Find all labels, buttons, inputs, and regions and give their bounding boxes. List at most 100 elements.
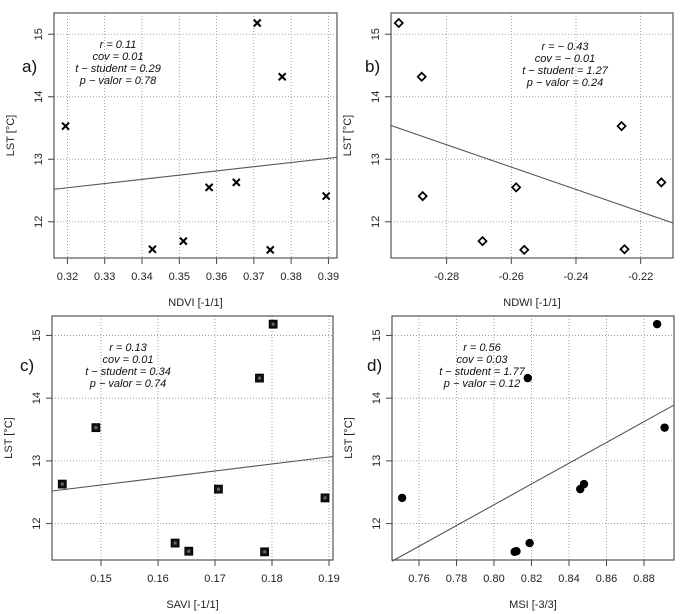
data-point-square-inner [187,549,191,553]
data-point-square-inner [173,541,177,545]
x-tick-label: 0.17 [204,573,225,585]
regression-line [51,455,334,492]
data-point-diamond-icon [416,71,427,82]
y-tick-label: 12 [371,517,383,529]
x-axis-label: NDWI [-1/1] [503,297,560,309]
x-tick-label: 0.19 [318,573,339,585]
x-tick-label: 0.16 [147,573,168,585]
data-point-diamond-icon [656,177,667,188]
stats-annotation: t − student = 0.29 [75,63,161,75]
data-point-square-inner [60,482,64,486]
y-tick-label: 15 [371,329,383,341]
x-tick-label: -0.24 [563,271,588,283]
stats-annotation: p − valor = 0.78 [79,75,157,87]
stats-annotation: cov = 0.03 [456,354,508,366]
data-point-x-icon [179,236,188,246]
x-tick-label: 0.76 [408,573,429,585]
regression-line [53,156,338,190]
y-tick-label: 13 [31,455,43,467]
plot-frame [51,315,334,561]
data-point-diamond-icon [619,244,630,255]
y-axis-label: LST [°C] [343,417,355,459]
y-tick-label: 12 [31,517,43,529]
x-tick-label: -0.22 [628,271,653,283]
stats-annotation: t − student = 1.27 [522,65,609,77]
y-tick-label: 14 [31,392,43,404]
x-tick-label: 0.35 [169,271,190,283]
y-axis-label: LST [°C] [342,115,354,157]
data-point-x-icon [232,178,241,187]
y-tick-label: 13 [33,153,45,165]
data-point-circle-icon [525,538,534,548]
y-tick-label: 12 [33,216,45,228]
stats-annotation: r = 0.11 [100,39,137,51]
data-point-diamond-icon [519,244,530,256]
y-axis-label: LST [°C] [3,417,15,459]
y-axis-label: LST [°C] [5,115,17,157]
data-point-circle-icon [397,493,407,503]
data-point-x-icon [148,245,157,254]
x-tick-label: 0.18 [261,573,282,585]
stats-annotation: r = − 0.43 [541,41,589,53]
stats-annotation: p − valor = 0.24 [526,77,603,89]
data-point-x-icon [253,18,262,28]
x-tick-label: 0.34 [131,271,152,283]
panel-label: a) [22,57,37,76]
data-point-circle-icon [660,423,669,432]
y-tick-label: 14 [371,392,383,404]
panel-b: -0.28 -0.26 -0.24 -0.22 12 13 14 15 NDWI [-1/1] L… [342,12,674,309]
panel-c: 0.15 0.16 0.17 0.18 0.19 12 13 14 15 SAVI [-1/1] L… [3,315,340,611]
x-tick-label: 0.88 [633,573,654,585]
data-point-square-inner [94,426,98,430]
data-point-x-icon [321,191,331,201]
data-point-diamond-icon [510,182,522,193]
stats-annotation: cov = − 0.01 [535,53,596,65]
stats-annotation: r = 0.13 [109,342,147,354]
data-point-circle-icon [652,319,662,329]
x-tick-label: 0.15 [90,573,111,585]
data-point-square-inner [323,496,327,500]
data-point-x-icon [61,121,70,131]
x-tick-label: 0.80 [483,573,504,585]
panel-d: 0.76 0.78 0.80 0.82 0.84 0.86 0.88 12 13 14 15 MSI … [343,315,675,611]
y-tick-label: 13 [370,153,382,165]
data-point-diamond-icon [393,17,404,29]
x-tick-label: 0.78 [446,573,467,585]
data-point-circle-icon [579,479,589,489]
panel-label: b) [365,57,380,76]
regression-line [391,404,675,562]
x-tick-label: 0.36 [206,271,227,283]
x-tick-label: 0.37 [243,271,264,283]
data-point-diamond-icon [477,235,488,247]
stats-annotation: r = 0.56 [463,342,501,354]
regression-line [390,124,674,224]
data-point-square-inner [257,376,261,380]
y-tick-label: 15 [31,329,43,341]
y-tick-label: 14 [370,91,382,103]
stats-annotation: t − student = 0.34 [85,366,171,378]
data-point-square-inner [263,550,267,554]
x-tick-label: 0.39 [318,271,339,283]
data-point-circle-icon [523,373,532,383]
data-point-square-inner [271,322,275,326]
plot-frame [391,315,675,561]
x-tick-label: -0.26 [499,271,524,283]
y-tick-label: 13 [371,455,383,467]
data-point-x-icon [204,183,214,192]
stats-annotation: p − valor = 0.12 [443,378,520,390]
panel-label: d) [367,356,382,375]
x-tick-label: 0.32 [57,271,78,283]
plot-frame [390,12,674,259]
y-tick-label: 15 [33,28,45,40]
data-point-x-icon [266,245,275,255]
stats-annotation: t − student = 1.77 [439,366,526,378]
x-tick-label: 0.84 [558,573,579,585]
data-point-x-icon [277,72,287,81]
x-tick-label: 0.38 [280,271,301,283]
data-point-circle-icon [512,547,521,556]
data-point-diamond-icon [616,120,627,132]
data-point-square-inner [216,487,220,491]
stats-annotation: p − valor = 0.74 [89,378,166,390]
plot-frame [53,12,338,259]
